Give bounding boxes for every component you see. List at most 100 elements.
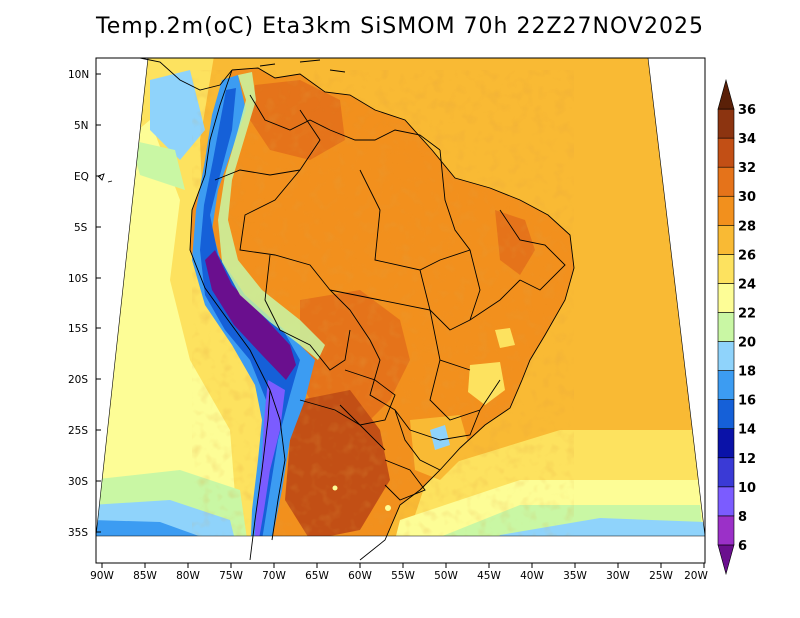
equatorial-pacific-lightblue bbox=[150, 70, 205, 160]
lat-label: 30S bbox=[68, 476, 88, 488]
lat-label: 20S bbox=[68, 374, 88, 386]
colorbar-swatch bbox=[717, 341, 735, 371]
lon-label: 65W bbox=[305, 570, 329, 582]
colorbar-label: 12 bbox=[738, 452, 756, 467]
lat-label: 15S bbox=[68, 323, 88, 335]
latitude-axis: 10N 5N EQ 5S 10S 15S 20S 25S 30S 35S bbox=[68, 69, 101, 539]
colorbar-swatch bbox=[717, 283, 735, 313]
colorbar-label: 22 bbox=[738, 306, 756, 321]
border-uruguay bbox=[384, 459, 426, 501]
brazil-states-7 bbox=[409, 409, 481, 441]
lat-label: 5S bbox=[74, 222, 88, 234]
border-argentina-north bbox=[299, 399, 386, 451]
equatorial-pacific-green bbox=[130, 140, 185, 190]
lat-label: 5N bbox=[74, 120, 89, 132]
longitude-axis: 90W 85W 80W 75W 70W 65W 60W 55W 50W 45W … bbox=[90, 563, 708, 582]
galapagos bbox=[97, 173, 113, 183]
lat-label: 10N bbox=[68, 69, 89, 81]
border-colombia-venezuela bbox=[249, 94, 331, 131]
central-america-outline bbox=[139, 57, 233, 91]
colorbar-label: 36 bbox=[738, 103, 756, 118]
colorbar-label: 32 bbox=[738, 161, 756, 176]
lon-label: 50W bbox=[434, 570, 458, 582]
map-field bbox=[96, 58, 705, 536]
lat-label: 10S bbox=[68, 273, 88, 285]
lon-label: 20W bbox=[684, 570, 708, 582]
lon-label: 85W bbox=[133, 570, 157, 582]
colorbar-label: 26 bbox=[738, 248, 756, 263]
brazil-states-4 bbox=[329, 289, 471, 371]
colorbar-swatch bbox=[717, 108, 735, 139]
lon-label: 80W bbox=[176, 570, 200, 582]
colorbar-swatch bbox=[717, 312, 735, 342]
andes-band-green-edge bbox=[218, 72, 325, 360]
lon-label: 60W bbox=[348, 570, 372, 582]
colorbar-label: 20 bbox=[738, 336, 756, 351]
andes-band-coldest bbox=[205, 250, 296, 380]
highlands-cool-2 bbox=[430, 425, 450, 450]
brazil-states-6 bbox=[499, 209, 566, 291]
colorbar-swatch bbox=[717, 224, 735, 255]
lat-label: EQ bbox=[74, 171, 89, 183]
map-title: Temp.2m(oC) Eta3km SiSMOM 70h 22Z27NOV20… bbox=[96, 14, 704, 39]
colorbar-label: 8 bbox=[738, 510, 747, 525]
border-bolivia bbox=[264, 254, 351, 371]
border-argentina-chile bbox=[269, 389, 286, 541]
south-pacific-blue bbox=[96, 520, 215, 536]
border-peru-colombia bbox=[214, 169, 301, 181]
brazil-states-1 bbox=[359, 169, 471, 271]
colorbar-swatch bbox=[717, 515, 735, 546]
colorbar-label: 14 bbox=[738, 423, 756, 438]
border-brazil-west bbox=[239, 109, 411, 431]
colorbar-swatch bbox=[717, 137, 735, 168]
colorbar-swatch bbox=[717, 195, 735, 226]
highlands-cool-3 bbox=[495, 328, 515, 348]
colorbar-swatch bbox=[717, 78, 735, 110]
lake-dot bbox=[332, 485, 338, 491]
lat-label: 35S bbox=[68, 527, 88, 539]
map-frame bbox=[95, 57, 706, 564]
colorbar-label: 18 bbox=[738, 365, 756, 380]
lon-label: 90W bbox=[90, 570, 114, 582]
colorbar-swatch bbox=[717, 254, 735, 284]
colorbar-swatch bbox=[717, 544, 735, 576]
lon-label: 70W bbox=[262, 570, 286, 582]
colorbar-swatch bbox=[717, 399, 735, 430]
lon-label: 45W bbox=[477, 570, 501, 582]
colorbar-label: 28 bbox=[738, 219, 756, 234]
lon-label: 55W bbox=[391, 570, 415, 582]
colorbar-swatch bbox=[717, 428, 735, 459]
colorbar-label: 10 bbox=[738, 481, 756, 496]
colorbar-swatch bbox=[717, 166, 735, 197]
south-atlantic-lightblue bbox=[480, 518, 705, 536]
andes-band-purple bbox=[254, 380, 285, 536]
colorbar-label: 34 bbox=[738, 132, 756, 147]
lon-label: 35W bbox=[563, 570, 587, 582]
colorbar-label: 16 bbox=[738, 394, 756, 409]
lake-dot bbox=[385, 505, 391, 511]
colorbar-label: 30 bbox=[738, 190, 756, 205]
lat-label: 25S bbox=[68, 425, 88, 437]
political-borders bbox=[97, 57, 575, 561]
colorbar-label: 6 bbox=[738, 539, 747, 554]
lon-label: 30W bbox=[606, 570, 630, 582]
colorbar-swatch bbox=[717, 486, 735, 517]
lon-label: 40W bbox=[520, 570, 544, 582]
colorbar-swatch bbox=[717, 370, 735, 400]
brazil-states-3 bbox=[419, 269, 521, 331]
caribbean-islands bbox=[259, 59, 346, 73]
highlands-cool-1 bbox=[468, 362, 505, 405]
brazil-states-2 bbox=[439, 149, 481, 321]
colorbar-swatch bbox=[717, 457, 735, 488]
colorbar-label: 24 bbox=[738, 277, 756, 292]
pacific-coastline bbox=[189, 69, 271, 561]
lon-label: 75W bbox=[219, 570, 243, 582]
border-venezuela-brazil bbox=[329, 129, 441, 151]
border-paraguay bbox=[339, 369, 396, 426]
colorbar: 6 8 10 12 14 16 18 20 22 24 26 28 30 32 34 36 bbox=[717, 78, 756, 576]
continent-coastline bbox=[231, 67, 575, 561]
lon-label: 25W bbox=[649, 570, 673, 582]
brazil-states-5 bbox=[429, 359, 501, 421]
brazil-states-8 bbox=[394, 409, 441, 471]
